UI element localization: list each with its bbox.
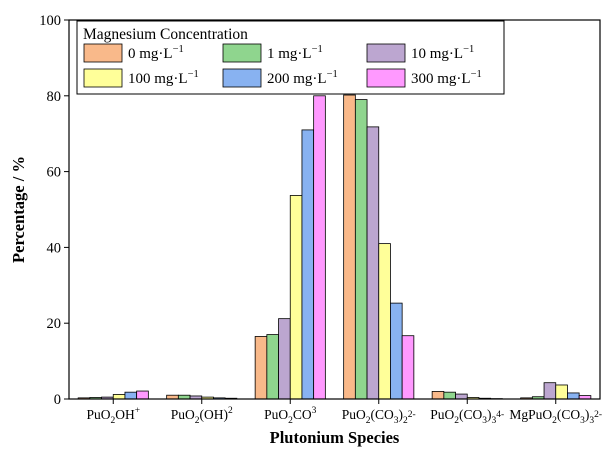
y-tick-label: 80: [47, 89, 62, 105]
y-tick-label: 60: [47, 165, 62, 181]
legend-title: Magnesium Concentration: [83, 26, 248, 43]
legend: Magnesium Concentration 0 mg·L−1 1 mg·L−1…: [76, 20, 505, 95]
legend-label: 300 mg·L−1: [411, 69, 482, 87]
legend-label: 10 mg·L−1: [411, 44, 474, 62]
bar: [567, 392, 580, 400]
legend-label: 1 mg·L−1: [267, 44, 323, 62]
plot-frame: [68, 19, 601, 400]
bar: [378, 243, 391, 400]
bar: [354, 99, 368, 400]
legend-label: 100 mg·L−1: [128, 69, 199, 87]
bar: [390, 302, 403, 400]
x-axis: PuO2OH+ PuO2(OH)2 PuO2CO3 PuO2(CO3)22- PuO2(…: [86, 399, 602, 426]
y-tick-label: 0: [54, 392, 61, 408]
x-tick-label: PuO2(OH)2: [171, 406, 233, 426]
legend-swatch: [366, 43, 406, 63]
legend-swatch: [366, 68, 406, 88]
legend-items: 0 mg·L−1 1 mg·L−1 10 mg·L−1 100 mg·L−1 200 m…: [83, 43, 482, 88]
bar: [112, 394, 126, 400]
bar: [278, 318, 291, 400]
bar: [289, 195, 303, 400]
x-tick-label: PuO2(CO3)22-: [342, 407, 416, 426]
legend-swatch: [222, 68, 262, 88]
x-tick-label: MgPuO2(CO3)32-: [509, 407, 602, 426]
bar: [343, 94, 356, 400]
bar: [301, 129, 315, 400]
bar: [401, 335, 415, 400]
legend-swatch: [222, 43, 262, 63]
bar: [555, 384, 568, 400]
legend-label: 200 mg·L−1: [267, 69, 338, 87]
bar: [136, 390, 149, 400]
y-tick-label: 100: [39, 13, 61, 29]
y-tick-label: 20: [47, 316, 62, 332]
bar: [266, 334, 279, 400]
legend-box: [76, 20, 505, 95]
bars-layer: [77, 94, 592, 400]
bar: [366, 126, 380, 400]
y-axis: 0 20 40 60 80 100: [39, 13, 69, 408]
legend-label: 0 mg·L−1: [128, 44, 184, 62]
y-axis-title: Percentage / %: [9, 156, 28, 263]
x-tick-label: PuO2CO3: [264, 406, 317, 426]
bar: [124, 391, 138, 400]
x-tick-label: PuO2OH+: [86, 406, 140, 426]
bar: [254, 336, 268, 400]
x-axis-title: Plutonium Species: [270, 428, 400, 447]
x-tick-label: PuO2(CO3)34-: [430, 407, 504, 426]
bar: [431, 391, 445, 400]
bar: [455, 393, 468, 400]
legend-swatch: [83, 68, 123, 88]
bar: [313, 95, 326, 400]
legend-swatch: [83, 43, 123, 63]
y-tick-label: 40: [47, 240, 62, 256]
bar: [443, 391, 456, 400]
bar: [543, 382, 557, 400]
